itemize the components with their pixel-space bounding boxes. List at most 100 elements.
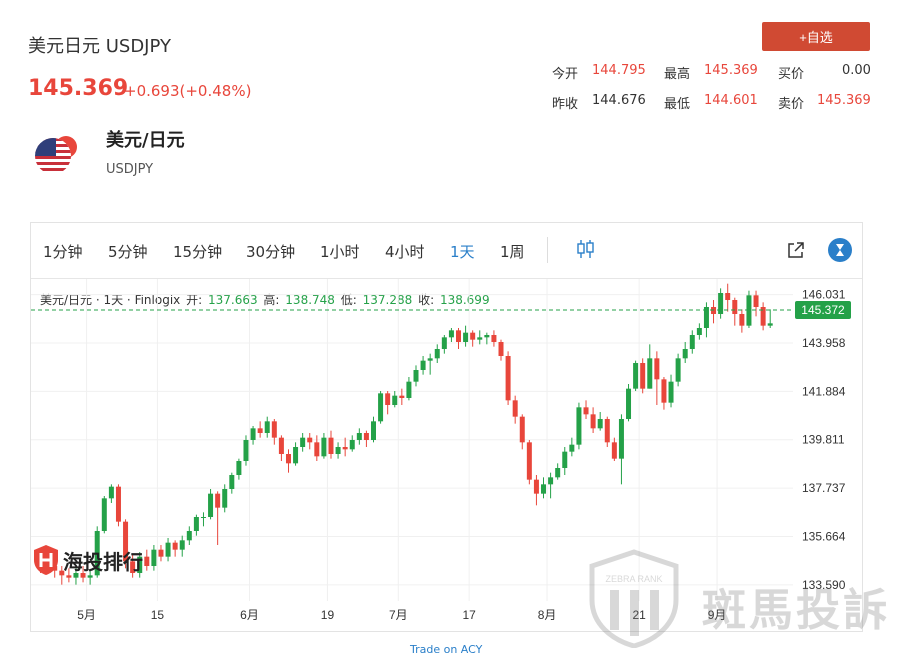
candle-body xyxy=(526,442,532,480)
candle-body xyxy=(626,388,632,419)
legend-open-label: 开: xyxy=(186,293,203,307)
candle-body xyxy=(555,468,561,478)
us-flag-icon xyxy=(35,136,77,174)
candle-body xyxy=(675,358,681,382)
candle-body xyxy=(661,379,667,403)
timeframe-1m[interactable]: 1分钟 xyxy=(43,243,83,261)
candle-body xyxy=(718,293,724,314)
low-value: 144.601 xyxy=(704,93,758,108)
candle-body xyxy=(193,517,199,531)
candle-body xyxy=(130,561,136,573)
current-price-label: 145.372 xyxy=(801,303,845,317)
candle-body xyxy=(753,295,759,307)
x-tick-label: 19 xyxy=(321,608,335,622)
candle-body xyxy=(137,556,143,573)
x-tick-label: 5月 xyxy=(77,608,96,622)
candle-body xyxy=(413,370,419,382)
candle-body xyxy=(208,493,214,517)
candle-body xyxy=(746,295,752,326)
candle-body xyxy=(448,330,454,338)
candle-body xyxy=(87,575,93,578)
candle-body xyxy=(732,300,738,314)
high-value: 145.369 xyxy=(704,63,758,78)
bid-value: 0.00 xyxy=(842,63,871,78)
candle-body xyxy=(257,428,263,433)
ask-label: 卖价 xyxy=(778,97,805,112)
share-icon[interactable] xyxy=(787,241,805,259)
candle-body xyxy=(392,395,398,405)
page-title: 美元日元 USDJPY xyxy=(28,36,171,57)
candlestick-chart[interactable]: 146.031 143.958 141.884 139.811 137.737 135.6… xyxy=(31,279,862,632)
chart-toolbar: 1分钟 5分钟 15分钟 30分钟 1小时 4小时 1天 1周 xyxy=(31,223,862,279)
candle-body xyxy=(512,400,518,417)
candle-body xyxy=(385,393,391,405)
candle-body xyxy=(101,498,107,531)
bid-label: 买价 xyxy=(778,67,805,82)
y-tick-label: 143.958 xyxy=(802,336,846,350)
candle-body xyxy=(739,314,745,326)
candle-body xyxy=(123,521,129,562)
candle-body xyxy=(760,307,766,326)
timeframe-4h[interactable]: 4小时 xyxy=(385,243,425,261)
candle-body xyxy=(342,447,348,450)
candle-body xyxy=(215,493,221,508)
hourglass-icon[interactable] xyxy=(828,238,852,262)
legend-title: 美元/日元 · 1天 · Finlogix xyxy=(40,293,181,307)
candle-body xyxy=(633,363,639,389)
x-tick-label: 6月 xyxy=(240,608,259,622)
candle-body xyxy=(222,489,228,508)
legend-close: 138.699 xyxy=(439,293,490,307)
candle-body xyxy=(505,356,511,401)
candle-body xyxy=(406,381,412,398)
prev-close-label: 昨收 xyxy=(552,97,579,112)
pair-name: 美元/日元 xyxy=(106,130,185,151)
candle-body xyxy=(611,442,617,459)
x-tick-label: 17 xyxy=(462,608,476,622)
legend-high: 138.748 xyxy=(285,293,335,307)
timeframe-30m[interactable]: 30分钟 xyxy=(246,243,296,261)
candlestick-icon[interactable] xyxy=(576,239,596,259)
candle-body xyxy=(569,444,575,452)
x-tick-label: 21 xyxy=(632,608,646,622)
candle-body xyxy=(278,437,284,454)
timeframe-15m[interactable]: 15分钟 xyxy=(173,243,223,261)
candle-body xyxy=(640,363,646,389)
candle-body xyxy=(434,349,440,359)
trade-on-acy-link[interactable]: Trade on ACY xyxy=(410,643,483,656)
timeframe-5m[interactable]: 5分钟 xyxy=(108,243,148,261)
toolbar-divider xyxy=(547,237,548,263)
candle-body xyxy=(243,440,249,461)
candle-body xyxy=(491,335,497,342)
ask-value: 145.369 xyxy=(817,93,871,108)
candle-body xyxy=(349,440,355,450)
candle-body xyxy=(179,540,185,550)
candle-body xyxy=(484,335,490,338)
candle-body xyxy=(80,573,86,578)
timeframe-1d[interactable]: 1天 xyxy=(450,243,475,261)
legend-open: 137.663 xyxy=(207,293,258,307)
timeframe-1h[interactable]: 1小时 xyxy=(320,243,360,261)
candle-body xyxy=(236,461,242,475)
candle-body xyxy=(519,416,525,443)
high-label: 最高 xyxy=(664,67,691,82)
candle-body xyxy=(363,433,369,440)
candle-body xyxy=(463,332,469,342)
pair-code: USDJPY xyxy=(106,162,154,177)
price-change: +0.693(+0.48%) xyxy=(124,82,252,100)
candle-body xyxy=(59,570,65,576)
candle-body xyxy=(654,358,660,380)
candle-body xyxy=(427,358,433,361)
candle-body xyxy=(356,433,362,440)
y-tick-label: 146.031 xyxy=(802,288,846,302)
candle-body xyxy=(477,337,483,340)
open-value: 144.795 xyxy=(592,63,646,78)
timeframe-1w[interactable]: 1周 xyxy=(500,243,525,261)
candle-body xyxy=(590,414,596,429)
candle-body xyxy=(703,307,709,328)
add-watchlist-button[interactable]: +自选 xyxy=(762,22,870,51)
open-label: 今开 xyxy=(552,67,579,82)
candle-body xyxy=(144,556,150,566)
candle-body xyxy=(94,531,100,576)
candle-body xyxy=(264,421,270,433)
x-tick-label: 7月 xyxy=(389,608,408,622)
